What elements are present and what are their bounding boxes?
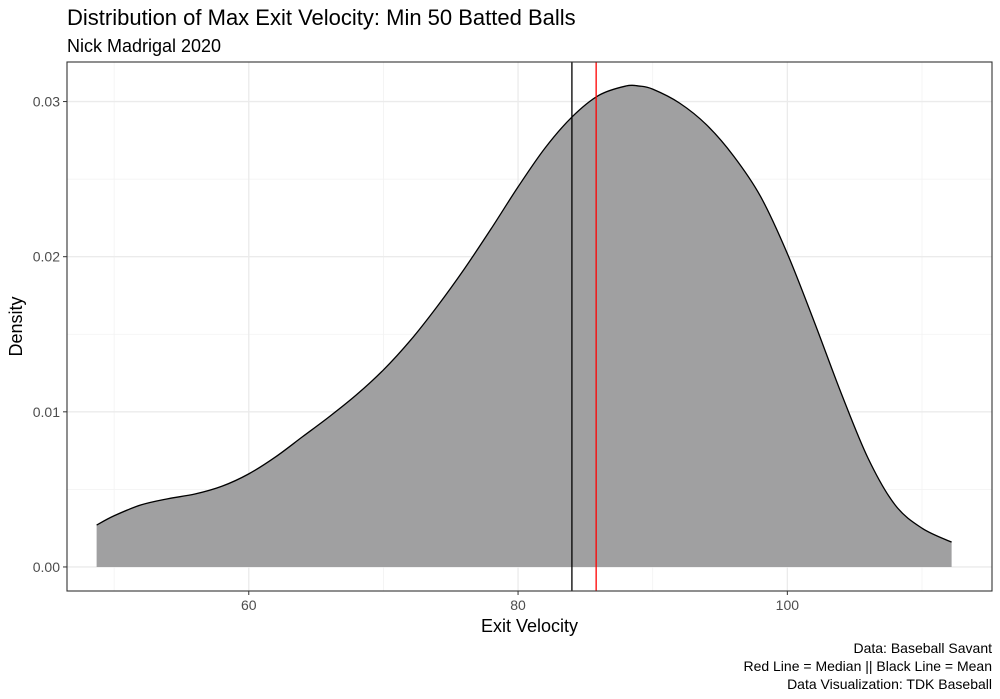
y-axis-title: Density [6,296,26,356]
reference-lines [571,62,597,591]
x-tick-label: 60 [241,597,257,613]
y-tick-label: 0.02 [33,249,60,265]
caption-line-3: Data Visualization: TDK Baseball [787,676,992,692]
plot-border [66,61,993,592]
x-tick-label: 80 [510,597,526,613]
y-tick-label: 0.00 [33,559,60,575]
chart-title: Distribution of Max Exit Velocity: Min 5… [67,5,576,30]
y-axis-ticks: 0.00 0.01 0.02 0.03 [33,94,67,575]
caption-line-1: Data: Baseball Savant [853,640,992,656]
caption-line-2: Red Line = Median || Black Line = Mean [743,658,992,674]
x-axis-ticks: 60 80 100 [241,591,799,613]
y-tick-label: 0.03 [33,94,60,110]
chart-subtitle: Nick Madrigal 2020 [67,36,221,56]
y-tick-label: 0.01 [33,404,60,420]
density-curve [96,84,952,543]
x-axis-title: Exit Velocity [481,616,578,636]
density-area [96,85,952,567]
x-tick-label: 100 [776,597,800,613]
